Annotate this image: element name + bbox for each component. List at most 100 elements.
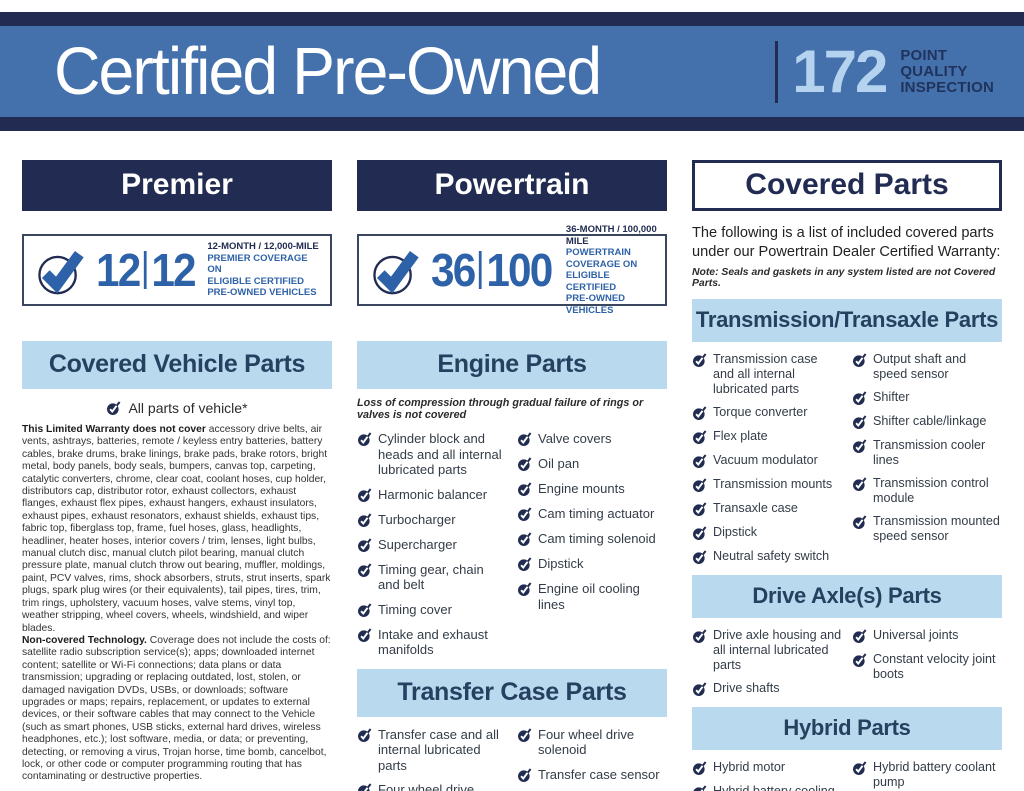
checklist-item: Transmission mounts: [692, 477, 842, 493]
covered-parts-note: Note: Seals and gaskets in any system li…: [692, 267, 996, 289]
check-icon: [518, 532, 532, 546]
checklist-item: Four wheel drive actuator: [357, 782, 507, 791]
all-parts-row: All parts of vehicle*: [22, 398, 332, 418]
checklist-item: Transmission mounted speed sensor: [852, 514, 1002, 544]
checklist-item: Transmission case and all internal lubri…: [692, 352, 842, 397]
inspection-label: POINT QUALITY INSPECTION: [900, 47, 994, 96]
covered-parts-intro: The following is a list of included cove…: [692, 225, 1001, 260]
check-icon: [518, 482, 532, 496]
check-icon: [693, 785, 707, 791]
check-icon: [358, 727, 372, 742]
check-icon: [358, 487, 372, 502]
checklist-item-label: Valve covers: [538, 431, 612, 446]
powertrain-miles: 100: [486, 244, 553, 296]
check-icon: [518, 507, 532, 521]
powertrain-months: 36: [431, 244, 476, 296]
checkmark-circle-icon: [38, 250, 84, 294]
checklist-item-label: Transmission control module: [873, 476, 989, 505]
checklist-item-label: Transmission mounts: [713, 477, 833, 491]
badge-desc-line2: PREMIER COVERAGE ON: [207, 252, 308, 276]
check-icon: [853, 477, 867, 491]
badge-separator: [478, 251, 482, 289]
exclusions-lead: This Limited Warranty does not cover: [22, 424, 206, 435]
badge-desc-line4: PRE-OWNED VEHICLES: [207, 287, 317, 299]
badge-desc-line3: ELIGIBLE CERTIFIED: [207, 275, 304, 287]
check-icon: [693, 682, 707, 696]
covered-parts-column: Covered Parts The following is a list of…: [692, 160, 1002, 791]
inspection-badge: 172 POINT QUALITY INSPECTION: [775, 40, 994, 103]
checklist-item-label: Neutral safety switch: [713, 549, 830, 563]
powertrain-header: Powertrain: [357, 160, 667, 211]
checklist-item: Transmission cooler lines: [852, 438, 1002, 468]
checklist-item-label: Torque converter: [713, 405, 808, 419]
checklist-item: Output shaft and speed sensor: [852, 352, 1002, 382]
checklist-item-label: Intake and exhaust manifolds: [378, 626, 488, 658]
technology-text: Coverage does not include the costs of: …: [22, 634, 331, 783]
check-icon: [358, 602, 372, 617]
checklist-item: Harmonic balancer: [357, 487, 507, 503]
hybrid-right: Hybrid battery coolant pump Input damper…: [852, 760, 1002, 791]
checklist-item-label: Engine oil cooling lines: [538, 581, 640, 612]
checklist-item: Valve covers: [517, 431, 667, 447]
checklist-item: Dipstick: [692, 525, 842, 541]
engine-parts-note: Loss of compression through gradual fail…: [357, 397, 644, 421]
checklist-item-label: Transmission cooler lines: [873, 438, 986, 467]
checklist-item: Torque converter: [692, 405, 842, 421]
check-icon: [518, 727, 532, 742]
check-icon: [358, 512, 372, 527]
check-icon: [693, 629, 707, 643]
checklist-item-label: Dipstick: [538, 556, 584, 571]
checklist-item: Cam timing actuator: [517, 506, 667, 522]
checklist-item: Vacuum modulator: [692, 453, 842, 469]
check-icon: [358, 627, 372, 642]
check-icon: [693, 761, 707, 775]
check-icon: [853, 391, 867, 405]
checklist-item-label: Transfer case sensor: [538, 766, 660, 782]
transfer-case-right: Four wheel drive solenoid Transfer case …: [517, 727, 667, 791]
check-icon: [693, 353, 707, 367]
badge-desc-line4: PRE-OWNED VEHICLES: [565, 293, 626, 316]
checklist-item-label: Cylinder block and heads and all interna…: [378, 431, 502, 477]
badge-desc-line2: POWERTRAIN COVERAGE ON: [565, 247, 638, 270]
checklist-item: Engine mounts: [517, 481, 667, 497]
badge-desc-line1: 36-MONTH / 100,000 MILE: [565, 224, 657, 247]
premier-months: 12: [96, 244, 141, 296]
checklist-item-label: Four wheel drive solenoid: [538, 726, 635, 758]
check-icon: [693, 406, 707, 420]
transfer-case-checklist: Transfer case and all internal lubricate…: [357, 727, 667, 791]
premier-miles: 12: [151, 244, 196, 296]
check-icon: [853, 515, 867, 529]
engine-parts-right: Valve covers Oil pan Engine mounts: [517, 431, 667, 667]
drive-axle-checklist: Drive axle housing and all internal lubr…: [692, 628, 1002, 705]
checklist-item-label: Transmission case and all internal lubri…: [713, 352, 818, 396]
checklist-item-label: Transaxle case: [713, 501, 798, 515]
checklist-item: Dipstick: [517, 556, 667, 572]
check-icon: [693, 430, 707, 444]
checklist-item: Intake and exhaust manifolds: [357, 627, 507, 658]
checklist-item-label: Timing gear, chain and belt: [378, 561, 484, 593]
checklist-item-label: Drive axle housing and all internal lubr…: [713, 628, 842, 672]
checklist-item-label: Four wheel drive actuator: [378, 782, 475, 791]
checklist-item-label: Hybrid motor: [713, 760, 786, 774]
content-columns: Premier 12 12 12-MONTH / 12,000-MILE PRE…: [0, 131, 1024, 791]
checklist-item: Transmission control module: [852, 476, 1002, 506]
checklist-item: Cylinder block and heads and all interna…: [357, 431, 507, 478]
premier-term-numbers: 12 12: [96, 243, 197, 297]
premier-coverage-badge: 12 12 12-MONTH / 12,000-MILE PREMIER COV…: [22, 234, 332, 306]
checklist-item: Constant velocity joint boots: [852, 652, 1002, 682]
drive-axle-parts-bar: Drive Axle(s) Parts: [692, 575, 1002, 618]
checklist-item-label: Vacuum modulator: [713, 453, 818, 467]
noncovered-technology-paragraph: Non-covered Technology. Coverage does no…: [22, 635, 332, 784]
checklist-item-label: Shifter cable/linkage: [873, 414, 987, 428]
page-title: Certified Pre-Owned: [54, 34, 602, 109]
transfer-case-left: Transfer case and all internal lubricate…: [357, 727, 507, 791]
checklist-item: Timing gear, chain and belt: [357, 562, 507, 593]
hybrid-checklist: Hybrid motor Hybrid battery cooling fan …: [692, 760, 1002, 791]
checklist-item-label: Timing cover: [378, 601, 452, 617]
engine-parts-bar: Engine Parts: [357, 341, 667, 389]
check-icon: [358, 432, 372, 446]
checklist-item-label: Hybrid battery cooling fan motor: [713, 784, 835, 791]
check-icon: [853, 761, 867, 775]
checklist-item-label: Transmission mounted speed sensor: [873, 514, 1000, 543]
